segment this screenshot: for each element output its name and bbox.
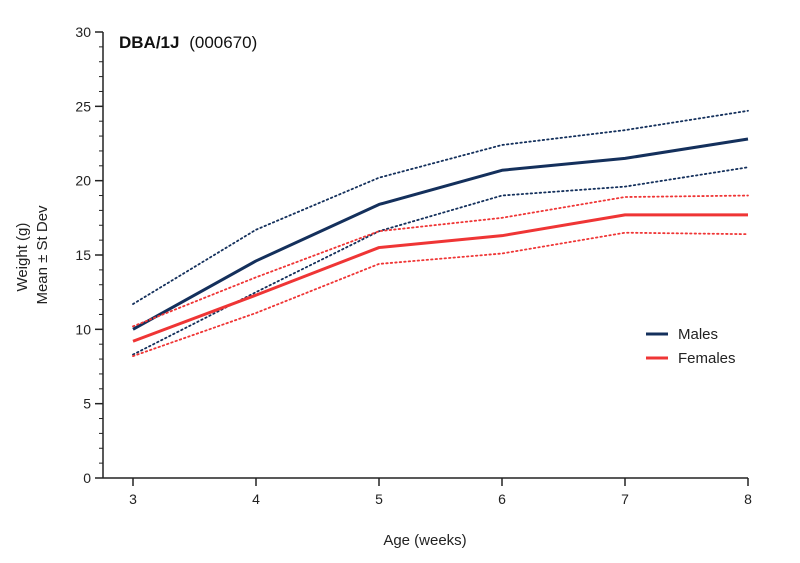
y-tick-label: 20 — [75, 173, 91, 189]
y-tick-label: 5 — [83, 396, 91, 412]
x-tick-label: 3 — [129, 491, 137, 507]
y-tick-label: 30 — [75, 24, 91, 40]
males-lower-sd-line — [132, 166, 749, 356]
x-axis-title: Age (weeks) — [383, 532, 466, 549]
y-axis-title: Weight (g) Mean ± St Dev — [14, 205, 51, 305]
x-tick-label: 4 — [252, 491, 260, 507]
legend: Males Females — [646, 326, 736, 367]
females-lower-sd-line — [132, 231, 749, 357]
legend-label-males: Males — [678, 326, 718, 343]
y-ticks: 0 5 10 15 20 25 30 — [75, 24, 103, 486]
x-tick-label: 6 — [498, 491, 506, 507]
y-axis-title-line2: Mean ± St Dev — [34, 205, 51, 305]
y-tick-label: 25 — [75, 98, 91, 114]
females-mean-line — [132, 213, 748, 343]
y-axis-title-line1: Weight (g) — [14, 223, 31, 292]
males-upper-sd-line — [132, 109, 749, 305]
axes — [102, 32, 748, 479]
y-tick-label: 10 — [75, 321, 91, 337]
chart-title-code: (000670) — [189, 33, 257, 52]
y-tick-label: 0 — [83, 470, 91, 486]
x-ticks: 3 4 5 6 7 8 — [129, 478, 752, 507]
x-tick-label: 5 — [375, 491, 383, 507]
y-tick-label: 15 — [75, 247, 91, 263]
legend-label-females: Females — [678, 350, 736, 367]
plot-area — [132, 109, 749, 357]
x-tick-label: 7 — [621, 491, 629, 507]
males-mean-line — [132, 137, 749, 331]
chart-title-strain: DBA/1J — [119, 33, 179, 52]
chart-title: DBA/1J (000670) — [119, 33, 257, 52]
x-tick-label: 8 — [744, 491, 752, 507]
females-upper-sd-line — [132, 194, 749, 328]
